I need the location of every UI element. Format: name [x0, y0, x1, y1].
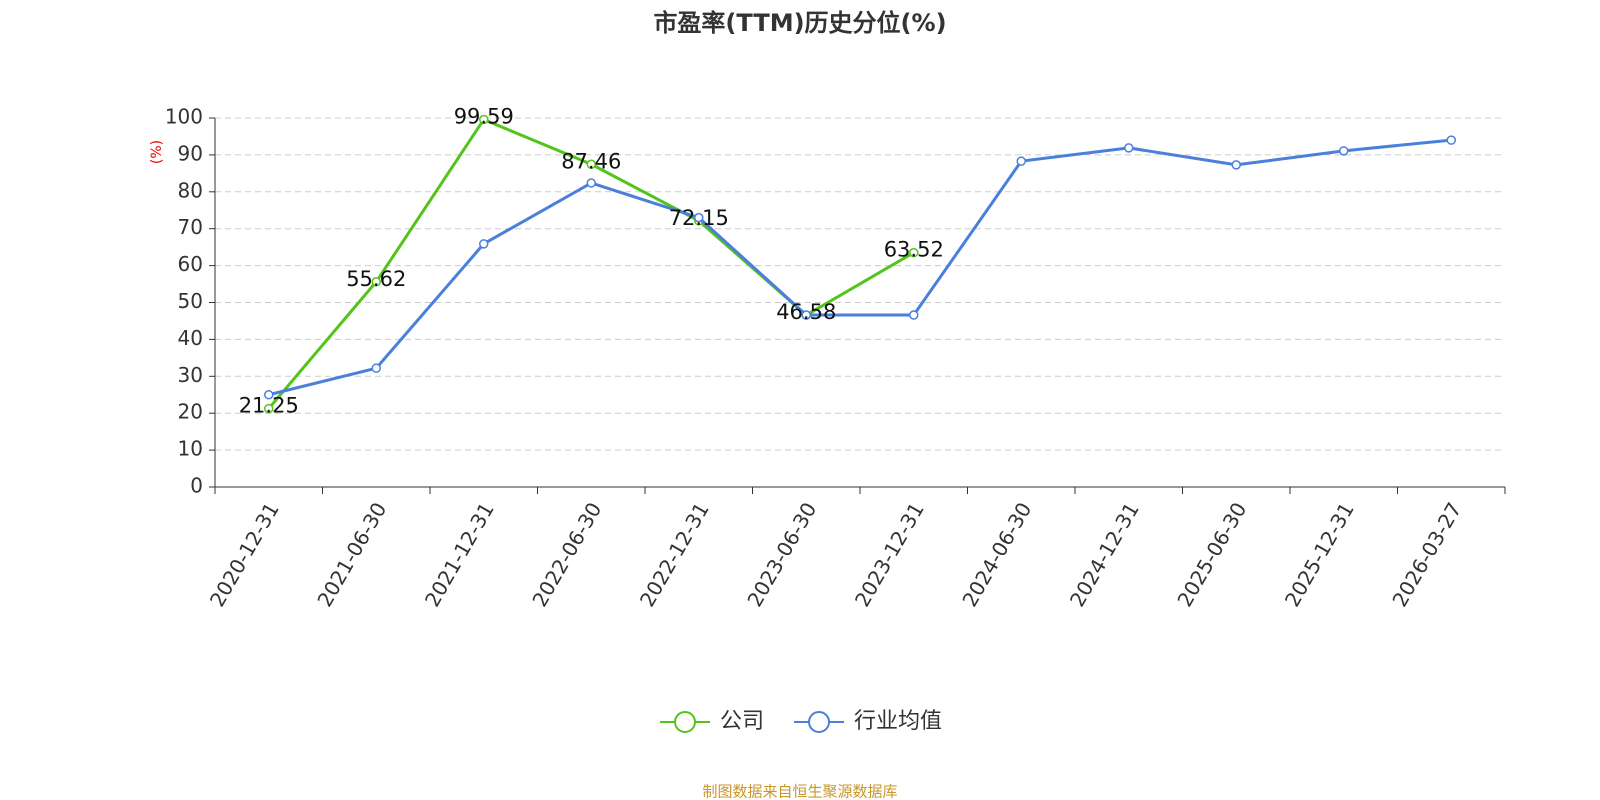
x-tick-label: 2024-06-30 — [957, 498, 1036, 611]
data-label: 63.52 — [884, 238, 944, 262]
y-tick-label: 30 — [178, 363, 203, 387]
y-tick-label: 80 — [178, 178, 203, 202]
point — [694, 212, 704, 223]
data-label: 72.15 — [669, 206, 729, 230]
data-label: 87.46 — [561, 149, 621, 173]
y-tick-label: 90 — [178, 141, 203, 165]
data-label: 55.62 — [346, 267, 406, 291]
x-tick-label: 2024-12-31 — [1065, 498, 1144, 611]
legend-marker — [808, 711, 831, 733]
x-tick-label: 2022-06-30 — [527, 498, 606, 611]
point — [1231, 160, 1241, 170]
x-tick-label: 2021-12-31 — [420, 498, 499, 611]
y-tick-label: 100 — [165, 105, 203, 129]
point — [909, 247, 919, 258]
x-tick-label: 2022-12-31 — [635, 498, 714, 611]
point — [1446, 135, 1456, 145]
point — [586, 178, 596, 188]
point — [264, 403, 274, 414]
data-label: 99.59 — [454, 105, 514, 129]
x-tick-label: 2023-12-31 — [850, 498, 929, 611]
y-tick-label: 50 — [178, 289, 203, 313]
point — [479, 239, 489, 249]
point — [1339, 146, 1349, 156]
point — [264, 390, 274, 400]
y-tick-label: 20 — [178, 400, 203, 424]
y-tick-label: 0 — [190, 474, 203, 498]
y-tick-label: 60 — [178, 252, 203, 276]
x-tick-label: 2025-12-31 — [1280, 498, 1359, 611]
source-note: 制图数据来自恒生聚源数据库 — [702, 783, 897, 800]
y-tick-label: 10 — [178, 437, 203, 461]
point — [371, 363, 381, 373]
point — [801, 310, 811, 320]
y-axis-label: (%) — [149, 140, 165, 164]
legend-label: 行业均值 — [854, 709, 942, 734]
point — [479, 114, 489, 125]
chart-title: 市盈率(TTM)历史分位(%) — [653, 9, 946, 37]
point — [371, 277, 381, 287]
legend-marker — [674, 711, 696, 733]
point — [586, 159, 596, 170]
y-tick-label: 40 — [178, 326, 203, 350]
point — [909, 310, 919, 320]
legend-label: 公司 — [720, 709, 764, 734]
x-tick-label: 2025-06-30 — [1172, 498, 1251, 611]
point — [1016, 156, 1026, 166]
y-tick-label: 70 — [178, 215, 203, 239]
data-label: 21.25 — [239, 394, 299, 418]
x-tick-label: 2021-06-30 — [312, 498, 391, 611]
point — [1124, 143, 1134, 153]
x-tick-label: 2023-06-30 — [742, 498, 821, 611]
data-label: 46.58 — [776, 300, 836, 324]
x-tick-label: 2026-03-27 — [1387, 498, 1466, 611]
series-line — [268, 138, 1452, 397]
x-tick-label: 2020-12-31 — [205, 498, 284, 611]
